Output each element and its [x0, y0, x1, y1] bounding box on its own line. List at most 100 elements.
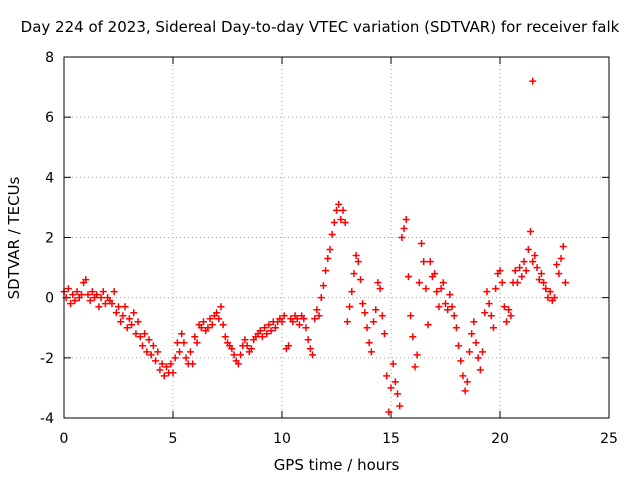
data-point — [459, 372, 467, 380]
data-point — [544, 294, 552, 302]
data-point — [400, 224, 408, 232]
data-point — [197, 324, 205, 332]
data-point — [431, 270, 439, 278]
data-point — [422, 285, 430, 293]
data-point — [527, 227, 535, 235]
data-point — [149, 342, 157, 350]
data-point — [492, 285, 500, 293]
data-point — [326, 246, 334, 254]
data-point — [346, 303, 354, 311]
data-point — [442, 300, 449, 308]
data-point — [367, 348, 375, 356]
data-point — [507, 312, 515, 320]
data-point — [553, 261, 561, 269]
data-point — [555, 270, 563, 278]
data-point — [437, 285, 445, 293]
data-point — [561, 279, 569, 287]
data-point — [84, 291, 92, 299]
x-tick-label: 0 — [60, 431, 69, 447]
data-point — [505, 306, 513, 314]
data-point — [145, 336, 153, 344]
data-point — [71, 297, 79, 305]
data-point — [383, 372, 391, 380]
x-tick-label: 5 — [169, 431, 178, 447]
grid-lines — [63, 56, 610, 419]
data-point — [228, 345, 236, 353]
tick-labels: 0 5 10 15 20 25 -4 -2 0 2 4 6 8 — [40, 50, 618, 447]
data-point — [472, 339, 480, 347]
data-point — [439, 279, 447, 287]
data-point — [293, 315, 301, 323]
data-point — [138, 342, 146, 350]
data-point — [160, 372, 168, 380]
data-point — [285, 342, 293, 350]
data-point — [208, 321, 216, 329]
data-point — [343, 318, 351, 326]
data-point — [457, 357, 465, 365]
data-point — [86, 297, 94, 305]
y-tick-label: -4 — [40, 411, 54, 427]
data-point — [302, 324, 310, 332]
data-point — [337, 215, 345, 223]
data-point — [261, 324, 269, 332]
data-point — [483, 288, 491, 296]
data-point — [330, 218, 338, 226]
data-point — [380, 330, 388, 338]
data-point — [542, 285, 550, 293]
data-point — [418, 240, 426, 248]
data-point — [513, 279, 521, 287]
data-point — [435, 303, 443, 311]
data-point — [108, 300, 116, 308]
data-point — [171, 354, 179, 362]
data-point — [522, 267, 530, 275]
data-point — [444, 306, 452, 314]
data-point — [524, 246, 532, 254]
data-point — [481, 309, 489, 317]
data-point — [370, 318, 378, 326]
data-point — [128, 321, 136, 329]
x-tick-label: 10 — [273, 431, 291, 447]
data-point — [448, 303, 456, 311]
data-point — [193, 339, 201, 347]
data-point — [271, 324, 279, 332]
data-point — [289, 318, 297, 326]
data-point — [516, 264, 524, 272]
data-point — [503, 318, 511, 326]
data-point — [256, 327, 264, 335]
data-point — [258, 333, 266, 341]
data-point — [206, 315, 214, 323]
data-point — [352, 252, 360, 260]
y-tick-label: 8 — [45, 50, 54, 66]
data-point — [396, 402, 404, 410]
data-point — [93, 291, 101, 299]
data-point — [500, 303, 508, 311]
data-point — [110, 288, 118, 296]
data-point — [529, 258, 537, 266]
data-point — [496, 267, 504, 275]
data-point — [361, 309, 369, 317]
data-point — [551, 294, 558, 302]
x-tick-label: 25 — [600, 431, 618, 447]
data-point — [319, 282, 327, 290]
data-point — [311, 315, 319, 323]
data-point — [324, 255, 332, 263]
data-point — [315, 312, 323, 320]
data-point — [178, 330, 186, 338]
data-point — [385, 408, 393, 416]
data-point — [101, 300, 109, 308]
data-point — [143, 348, 151, 356]
data-point — [123, 324, 131, 332]
data-point — [411, 363, 419, 371]
data-point — [200, 318, 208, 326]
data-point — [117, 318, 125, 326]
data-point — [221, 333, 229, 341]
data-point — [169, 369, 177, 377]
data-points — [60, 77, 569, 416]
data-point — [348, 288, 356, 296]
data-point — [354, 258, 362, 266]
data-point — [363, 324, 371, 332]
data-point — [420, 258, 428, 266]
data-point — [468, 330, 476, 338]
data-point — [426, 258, 434, 266]
data-point — [365, 339, 373, 347]
